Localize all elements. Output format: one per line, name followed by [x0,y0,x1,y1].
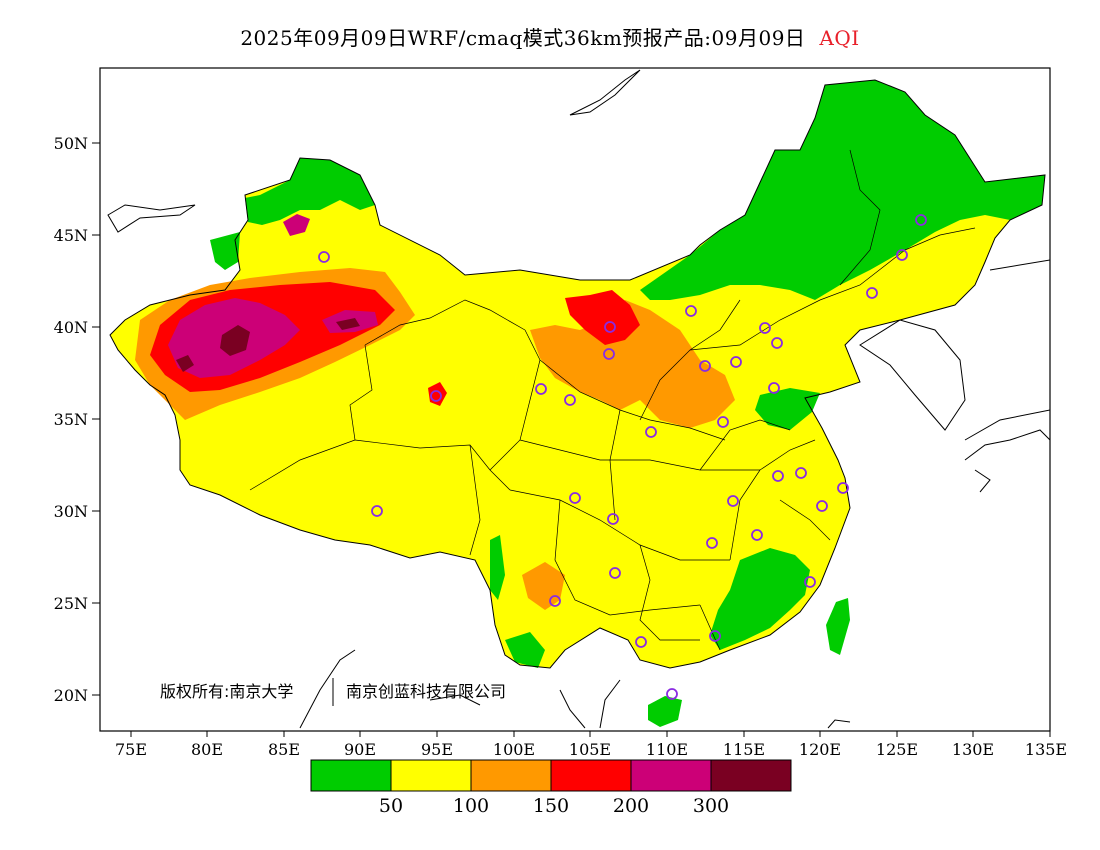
x-tick-labels: 75E 80E 85E 90E 95E 100E 105E 110E 115E … [115,740,1067,759]
green-southwest [505,632,545,668]
orange-southwest [522,562,565,610]
x-tick-label: 110E [646,740,688,759]
x-tick-label: 85E [268,740,300,759]
map-layers [107,69,1050,729]
copyright-company: 南京创蓝科技有限公司 [346,682,506,701]
map-title: 2025年09月09日WRF/cmaq模式36km预报产品:09月09日 AQI [0,22,1100,51]
legend-swatch [471,760,551,791]
y-tick-label: 50N [54,134,88,153]
green-shandong [755,388,820,430]
green-yunnan [490,535,505,600]
legend: 50 100 150 200 300 [310,759,792,817]
x-tick-label: 125E [876,740,918,759]
province-boundaries [249,149,976,651]
plot-frame [99,67,1051,732]
green-southeast [710,548,810,650]
legend-swatch [391,760,471,791]
copyright-owner: 版权所有:南京大学 [160,682,293,701]
legend-swatch [551,760,631,791]
magenta-northwest-spot [283,214,310,236]
y-tick-label: 40N [54,318,88,337]
legend-label: 300 [693,795,729,817]
x-tick-label: 100E [493,740,535,759]
maroon-spot-west [176,355,194,372]
legend-swatch [631,760,711,791]
legend-swatch [311,760,391,791]
y-tick-label: 20N [54,686,88,705]
legend-label: 150 [533,795,569,817]
green-west [210,232,240,270]
x-tick-label: 75E [115,740,147,759]
x-tick-label: 135E [1025,740,1067,759]
green-northeast [640,80,1045,300]
maroon-spot-east [336,318,360,330]
orange-north-china [530,300,735,428]
green-hainan [648,696,682,727]
x-tick-label: 80E [191,740,223,759]
x-tick-label: 105E [569,740,611,759]
legend-label: 50 [379,795,403,817]
x-tick-label: 115E [723,740,765,759]
legend-swatch [711,760,791,791]
x-tick-label: 120E [799,740,841,759]
y-tick-label: 25N [54,594,88,613]
y-tick-label: 45N [54,226,88,245]
maroon-core [220,325,250,356]
y-tick-label: 30N [54,502,88,521]
x-tick-label: 95E [421,740,453,759]
china-outline [109,79,1046,669]
neighbor-coastlines [107,69,1050,729]
legend-label: 200 [613,795,649,817]
green-taiwan [826,598,850,655]
title-variable: AQI [819,26,860,50]
red-north-china [565,290,640,345]
y-tick-label: 35N [54,410,88,429]
legend-label: 100 [453,795,489,817]
green-northwest [245,158,375,225]
x-tick-label: 130E [952,740,994,759]
y-axis [92,142,100,696]
x-tick-label: 90E [344,740,376,759]
title-text: 2025年09月09日WRF/cmaq模式36km预报产品:09月09日 [240,26,806,50]
x-axis [130,731,1051,737]
city-markers [318,214,927,700]
y-tick-labels: 50N 45N 40N 35N 30N 25N 20N [54,134,88,705]
